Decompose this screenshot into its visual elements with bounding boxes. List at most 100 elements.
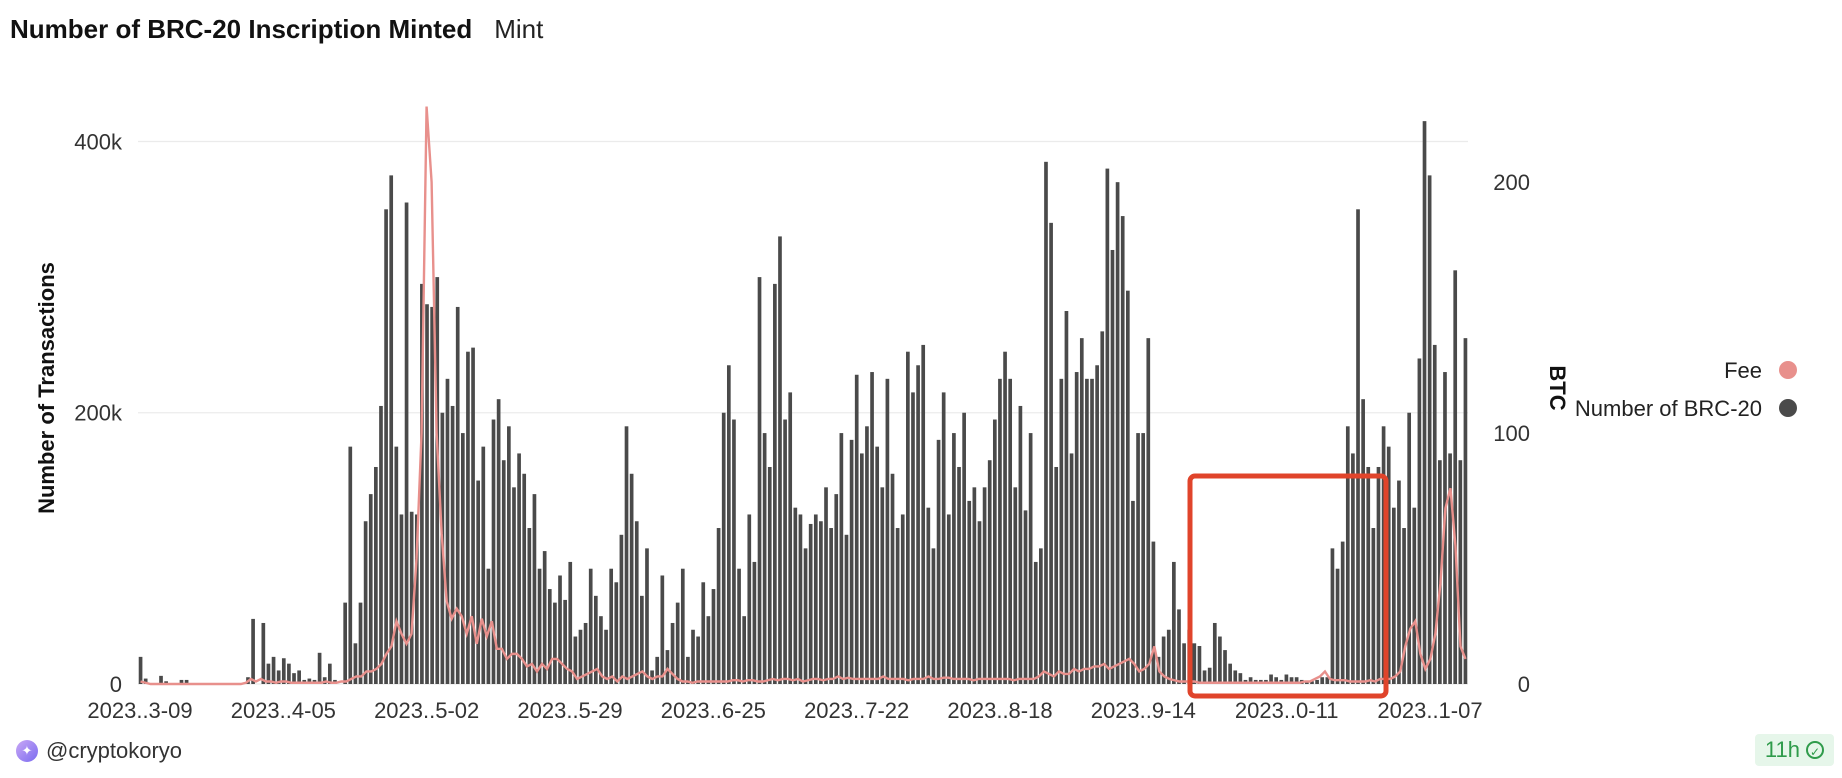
bar [952, 433, 956, 684]
bar [563, 599, 567, 684]
bar [327, 663, 332, 684]
y-tick-left: 400k [74, 129, 123, 154]
bar [737, 568, 741, 684]
legend-dot-icon [1779, 361, 1797, 379]
bar [583, 622, 588, 684]
bar [1438, 460, 1442, 684]
bar [803, 548, 808, 684]
bar [870, 372, 874, 684]
bar [752, 561, 757, 684]
bar [466, 351, 470, 684]
bar [542, 551, 547, 684]
bar [645, 548, 649, 684]
author-credit[interactable]: ✦ @cryptokoryo [16, 738, 182, 764]
bar [1248, 677, 1253, 684]
bar [1095, 365, 1099, 684]
y-axis-left-title: Number of Transactions [34, 262, 59, 514]
bar [1115, 182, 1120, 684]
bar [1386, 446, 1391, 684]
x-tick: 2023..6-25 [661, 698, 766, 723]
bar [716, 528, 721, 684]
bar [1013, 487, 1018, 684]
bar [276, 670, 281, 684]
bar [824, 487, 828, 684]
x-tick: 2023..5-29 [517, 698, 622, 723]
fee-line [140, 106, 1467, 686]
bar [322, 677, 327, 684]
gridlines [138, 140, 1468, 685]
bar [420, 283, 424, 684]
bar [747, 514, 752, 684]
y-tick-left: 200k [74, 401, 123, 426]
bar [389, 175, 394, 684]
bar [721, 412, 726, 684]
bar [1371, 528, 1376, 684]
check-circle-icon: ✓ [1806, 741, 1824, 759]
bar [1325, 677, 1330, 684]
bar [358, 602, 363, 684]
y-axis-left: 400k 200k 0 [74, 129, 123, 697]
author-handle[interactable]: @cryptokoryo [46, 738, 183, 763]
bar [281, 658, 286, 684]
bar [808, 523, 813, 684]
bar [1228, 663, 1232, 684]
bar [379, 405, 383, 684]
bar [767, 466, 772, 684]
bar [686, 656, 690, 684]
x-tick: 2023..5-02 [374, 698, 479, 723]
bar [998, 378, 1002, 684]
bar [481, 446, 486, 684]
bar [788, 392, 793, 684]
bar [670, 622, 675, 684]
bar [742, 616, 747, 684]
bar [297, 670, 301, 684]
bar [1289, 677, 1294, 684]
bar [363, 521, 368, 684]
bar [522, 473, 527, 684]
bar [1120, 216, 1125, 684]
bar [271, 656, 276, 684]
bar [1166, 629, 1171, 684]
x-tick: 2023..0-11 [1235, 698, 1339, 723]
bar [726, 365, 731, 684]
bar [992, 419, 997, 684]
bar [1192, 643, 1197, 684]
bar [1422, 121, 1427, 684]
bar [593, 595, 598, 684]
bar [1028, 433, 1033, 684]
bar [1202, 670, 1207, 684]
bar [138, 656, 143, 684]
bar [430, 306, 434, 684]
bar [1090, 378, 1094, 684]
bar [665, 650, 670, 684]
bar [906, 351, 910, 684]
bar [343, 602, 348, 684]
bar [1463, 338, 1468, 684]
bar [1074, 372, 1079, 684]
highlight-box [1187, 473, 1389, 699]
bar [512, 487, 516, 684]
bar [1172, 561, 1176, 684]
bar [844, 534, 849, 684]
bar [1085, 378, 1089, 684]
bar [926, 507, 931, 684]
bar [757, 277, 762, 684]
bar [1402, 528, 1406, 684]
bar [399, 514, 404, 684]
legend-dot-icon [1779, 399, 1797, 417]
bar [977, 521, 982, 684]
bar [880, 487, 885, 684]
bar [854, 374, 859, 684]
bar [629, 473, 634, 684]
y-tick-right: 0 [1518, 672, 1530, 697]
bar [368, 494, 373, 684]
bar [1351, 453, 1355, 684]
bar [578, 629, 583, 684]
bar [1412, 507, 1417, 684]
bar [1223, 650, 1227, 684]
bar [946, 514, 951, 684]
bar [1448, 453, 1452, 684]
bar [819, 521, 823, 684]
bar [967, 500, 972, 684]
bar [1335, 568, 1340, 684]
